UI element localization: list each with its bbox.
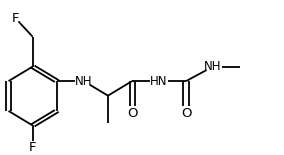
Text: F: F — [29, 141, 36, 154]
Text: NH: NH — [75, 75, 93, 88]
Text: F: F — [12, 12, 19, 25]
Text: NH: NH — [204, 60, 221, 73]
Text: O: O — [182, 107, 192, 120]
Text: O: O — [128, 107, 138, 120]
Text: HN: HN — [150, 75, 167, 88]
